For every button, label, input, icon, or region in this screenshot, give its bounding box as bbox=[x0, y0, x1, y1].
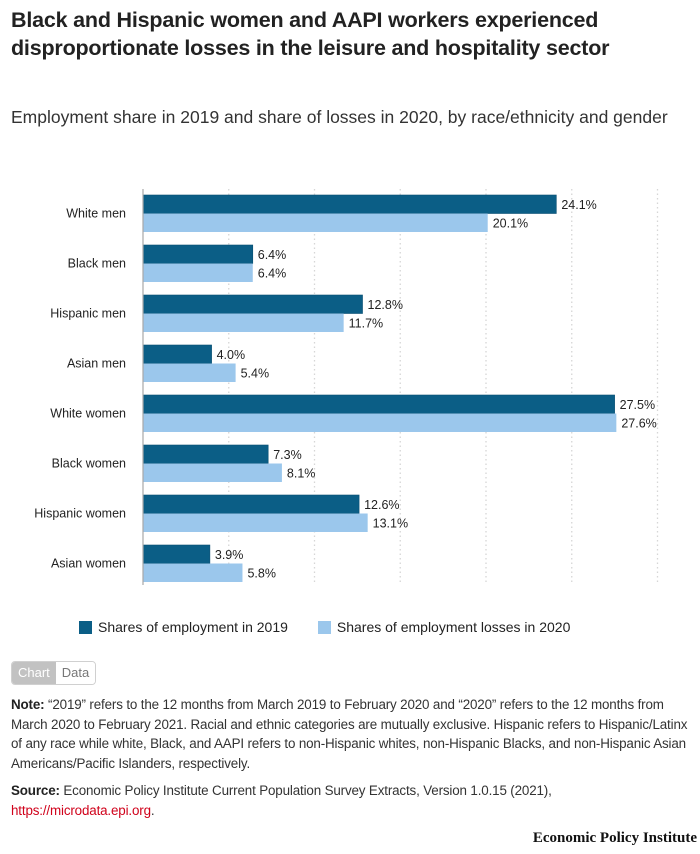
note-text: “2019” refers to the 12 months from Marc… bbox=[11, 697, 688, 771]
epi-logo-text: Economic Policy Institute bbox=[532, 830, 697, 846]
category-label: Black men bbox=[68, 257, 126, 271]
bar-2020 bbox=[143, 513, 368, 532]
data-label: 5.4% bbox=[241, 366, 269, 380]
data-label: 7.3% bbox=[273, 448, 302, 462]
bar-2020 bbox=[143, 213, 488, 232]
chart-title: Black and Hispanic women and AAPI worker… bbox=[11, 8, 610, 60]
bar-chart: White men 24.1% 20.1% Black men 6.4% 6.4% Hisp… bbox=[34, 189, 659, 585]
bar-2019 bbox=[142, 444, 269, 464]
data-label: 12.6% bbox=[364, 498, 399, 512]
bar-2019 bbox=[142, 294, 363, 314]
data-label: 3.9% bbox=[215, 548, 244, 562]
category-label: White men bbox=[66, 207, 126, 221]
chart-tab[interactable]: Chart bbox=[12, 662, 56, 684]
legend-swatch-2020 bbox=[317, 620, 331, 634]
category-label: White women bbox=[50, 407, 126, 421]
data-label: 24.1% bbox=[561, 198, 596, 212]
legend-swatch-2019 bbox=[79, 620, 92, 634]
data-label: 4.0% bbox=[217, 348, 246, 362]
category-label: Hispanic women bbox=[34, 507, 126, 521]
bar-2020 bbox=[143, 413, 617, 432]
note: Note: “2019” refers to the 12 months fro… bbox=[11, 695, 696, 773]
source-link[interactable]: https://microdata.epi.org bbox=[11, 802, 151, 818]
source-text: Economic Policy Institute Current Popula… bbox=[59, 783, 552, 798]
category-label: Hispanic men bbox=[50, 307, 126, 321]
data-label: 13.1% bbox=[373, 516, 408, 530]
bar-2020 bbox=[143, 463, 282, 482]
data-label: 6.4% bbox=[258, 266, 287, 280]
legend: Shares of employment in 2019 Shares of e… bbox=[79, 617, 600, 637]
legend-label-2020: Shares of employment losses in 2020 bbox=[336, 619, 571, 635]
bar-2020 bbox=[143, 563, 243, 582]
bar-2019 bbox=[142, 494, 360, 514]
legend-label-2019: Shares of employment in 2019 bbox=[98, 619, 288, 635]
bar-2020 bbox=[143, 263, 253, 282]
category-label: Asian men bbox=[67, 357, 126, 371]
legend-item-2019[interactable]: Shares of employment in 2019 bbox=[79, 619, 288, 635]
category-label: Asian women bbox=[51, 557, 126, 571]
bar-2019 bbox=[142, 344, 212, 364]
source-label: Source: bbox=[11, 783, 60, 798]
data-label: 27.5% bbox=[620, 398, 655, 412]
category-label: Black women bbox=[52, 457, 126, 471]
bar-2019 bbox=[142, 394, 615, 414]
data-label: 20.1% bbox=[493, 216, 528, 230]
bar-2019 bbox=[142, 544, 211, 564]
chart-subtitle: Employment share in 2019 and share of lo… bbox=[11, 107, 668, 127]
bar-2019 bbox=[142, 194, 557, 214]
bar-2020 bbox=[143, 313, 344, 332]
data-label: 12.8% bbox=[368, 298, 403, 312]
data-label: 8.1% bbox=[287, 466, 316, 480]
labels: White men 24.1% 20.1% Black men 6.4% 6.4% Hisp… bbox=[34, 198, 657, 581]
data-label: 6.4% bbox=[258, 248, 287, 262]
chart-data-toggle: Chart Data bbox=[11, 661, 97, 685]
source-after-link: . bbox=[150, 802, 155, 818]
bars bbox=[142, 194, 617, 582]
data-label: 27.6% bbox=[621, 416, 656, 430]
bar-2019 bbox=[142, 244, 254, 264]
note-label: Note: bbox=[11, 697, 45, 712]
data-label: 5.8% bbox=[247, 566, 276, 580]
data-label: 11.7% bbox=[349, 316, 384, 330]
source: Source: Economic Policy Institute Curren… bbox=[11, 781, 696, 820]
legend-item-2020[interactable]: Shares of employment losses in 2020 bbox=[317, 619, 571, 635]
data-tab[interactable]: Data bbox=[55, 662, 96, 684]
bar-2020 bbox=[143, 363, 236, 382]
